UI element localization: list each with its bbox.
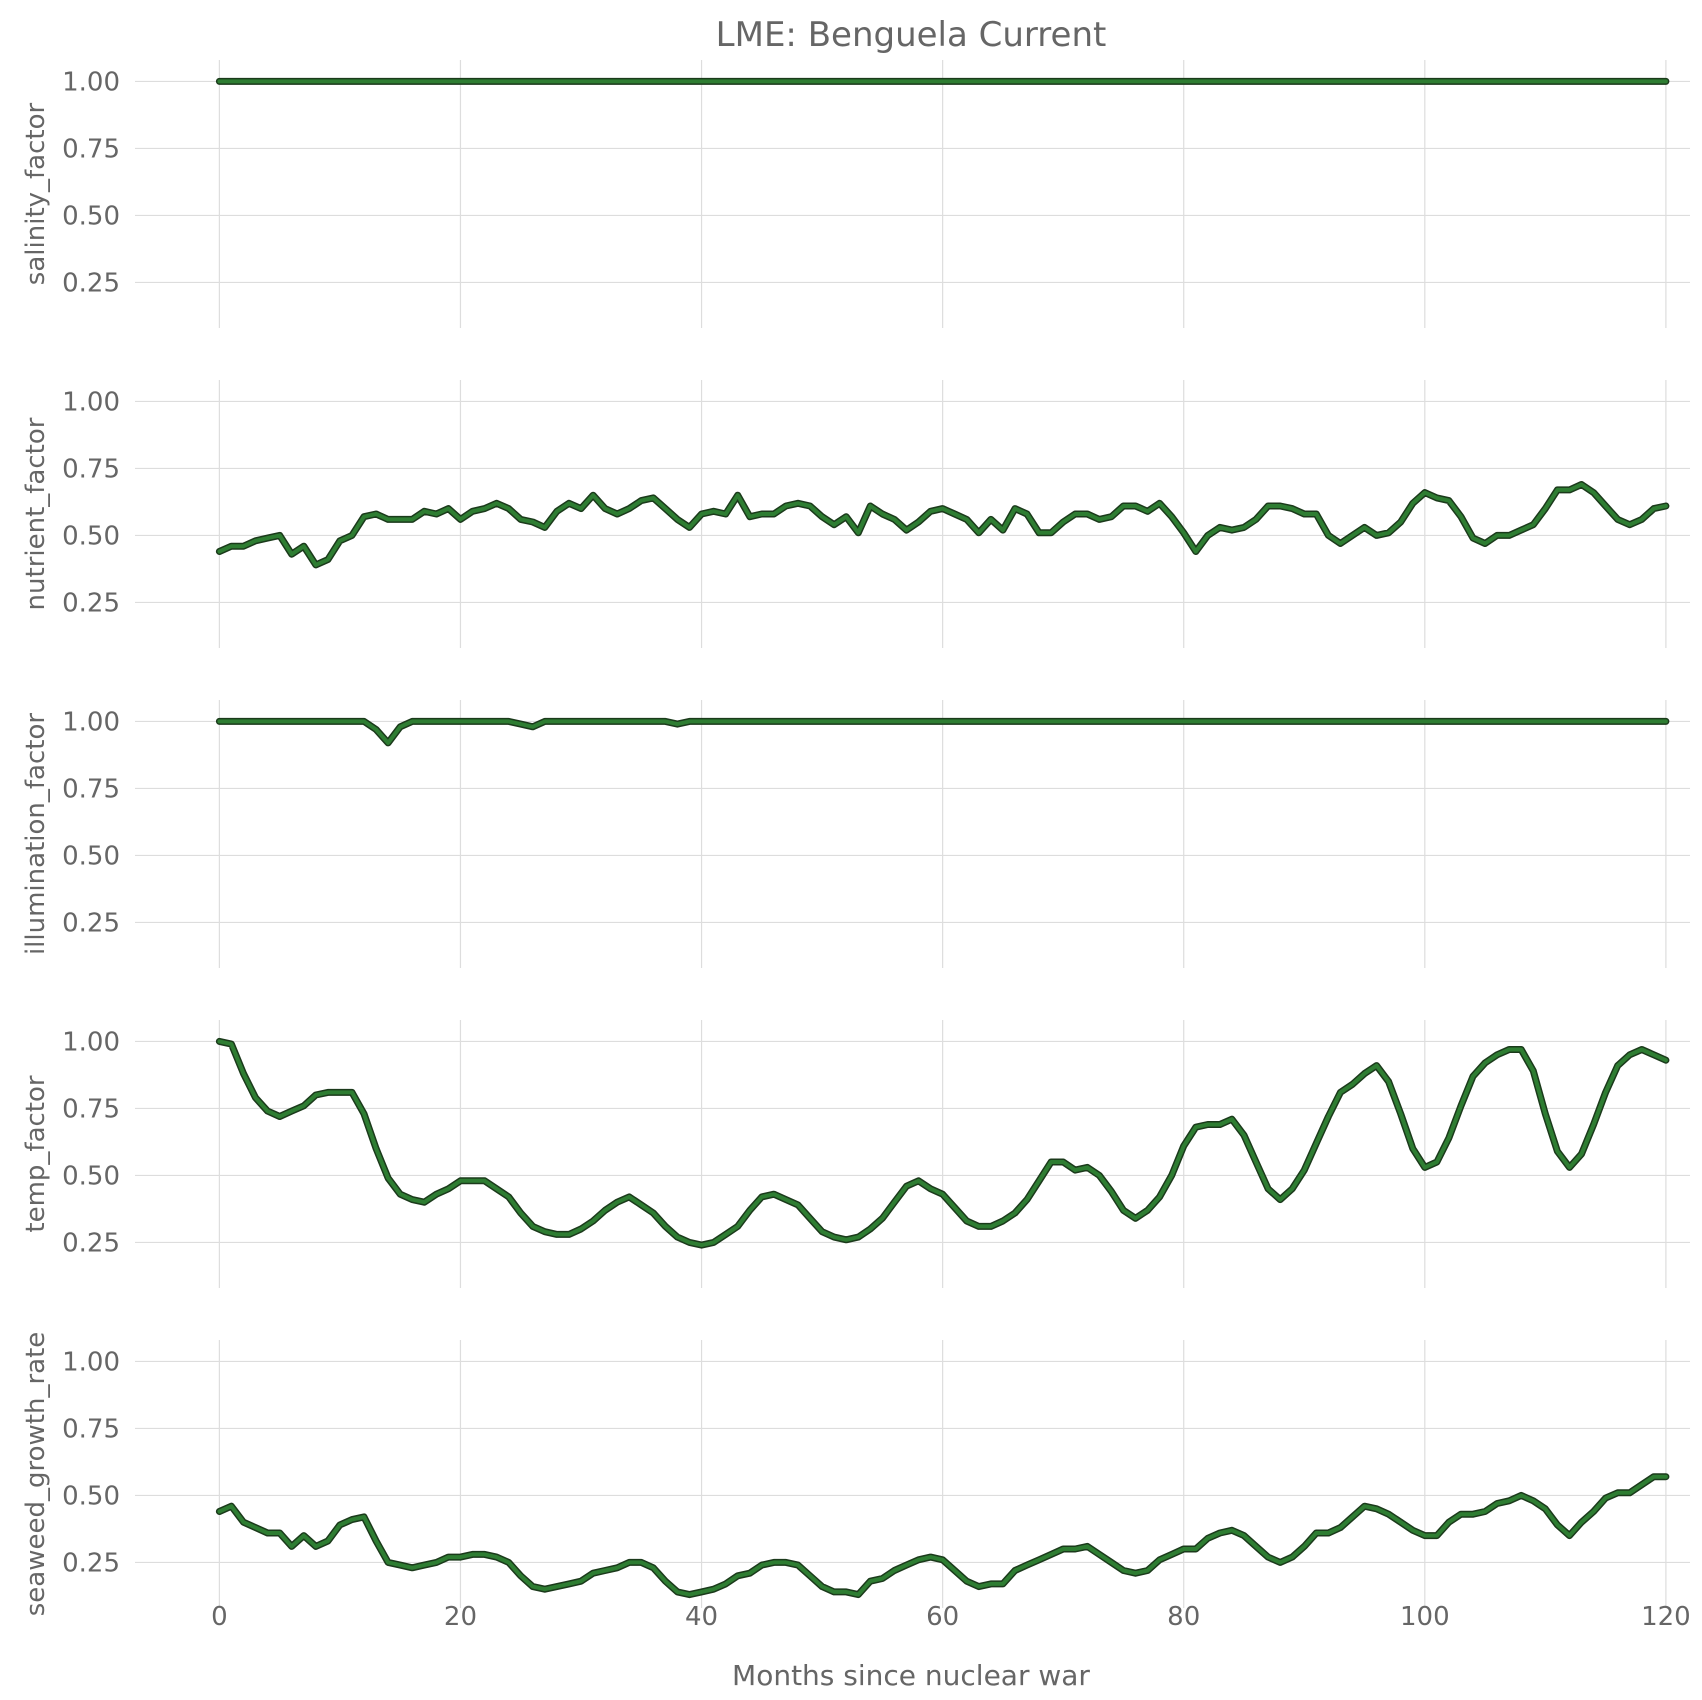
y-axis-label: salinity_factor [21, 103, 51, 286]
y-tick-label: 0.75 [62, 134, 120, 164]
x-tick-label: 0 [211, 1602, 228, 1632]
panel-seaweed-growth-rate: 0.25 0.50 0.75 1.00 seaweed_growth_rate [21, 1332, 1690, 1617]
y-tick-label: 1.00 [62, 387, 120, 417]
y-tick-label: 0.25 [62, 1228, 120, 1258]
y-axis-label: illumination_factor [21, 713, 51, 955]
y-tick-label: 0.50 [62, 1481, 120, 1511]
panel-illumination-factor: 0.25 0.50 0.75 1.00 illumination_factor [21, 700, 1690, 968]
series-line [217, 719, 1668, 745]
x-tick-label: 120 [1641, 1602, 1691, 1632]
y-tick-label: 1.00 [62, 707, 120, 737]
y-tick-label: 0.50 [62, 1161, 120, 1191]
x-tick-label: 60 [926, 1602, 959, 1632]
x-tick-label: 20 [444, 1602, 477, 1632]
y-tick-label: 0.75 [62, 1414, 120, 1444]
chart-panels: 0.250.500.751.00salinity_factor0.250.500… [21, 60, 1691, 1632]
panel-salinity-factor: 0.25 0.50 0.75 1.00 salinity_factor [21, 60, 1690, 328]
y-tick-label: 0.25 [62, 1548, 120, 1578]
y-tick-label: 0.50 [62, 201, 120, 231]
y-axis-label: seaweed_growth_rate [21, 1332, 51, 1617]
x-tick-label: 40 [685, 1602, 718, 1632]
y-tick-label: 0.75 [62, 1094, 120, 1124]
y-tick-label: 1.00 [62, 1027, 120, 1057]
panel-temp-factor: 0.25 0.50 0.75 1.00 temp_factor [21, 1020, 1690, 1288]
y-tick-label: 0.75 [62, 774, 120, 804]
y-axis-label: nutrient_factor [21, 417, 51, 610]
y-tick-label: 1.00 [62, 67, 120, 97]
x-tick-label: 80 [1167, 1602, 1200, 1632]
series-line [217, 1039, 1668, 1248]
y-tick-label: 0.25 [62, 268, 120, 298]
y-tick-label: 0.75 [62, 454, 120, 484]
series-line [217, 1474, 1668, 1597]
y-tick-label: 1.00 [62, 1347, 120, 1377]
chart-title: LME: Benguela Current [716, 15, 1107, 55]
y-tick-label: 0.25 [62, 908, 120, 938]
y-tick-label: 0.25 [62, 588, 120, 618]
y-tick-label: 0.50 [62, 841, 120, 871]
y-tick-label: 0.50 [62, 521, 120, 551]
x-axis-label: Months since nuclear war [732, 1659, 1090, 1692]
panel-nutrient-factor: 0.25 0.50 0.75 1.00 nutrient_factor [21, 380, 1690, 648]
series-line [217, 482, 1668, 567]
x-tick-label: 100 [1400, 1602, 1450, 1632]
y-axis-label: temp_factor [21, 1075, 51, 1233]
